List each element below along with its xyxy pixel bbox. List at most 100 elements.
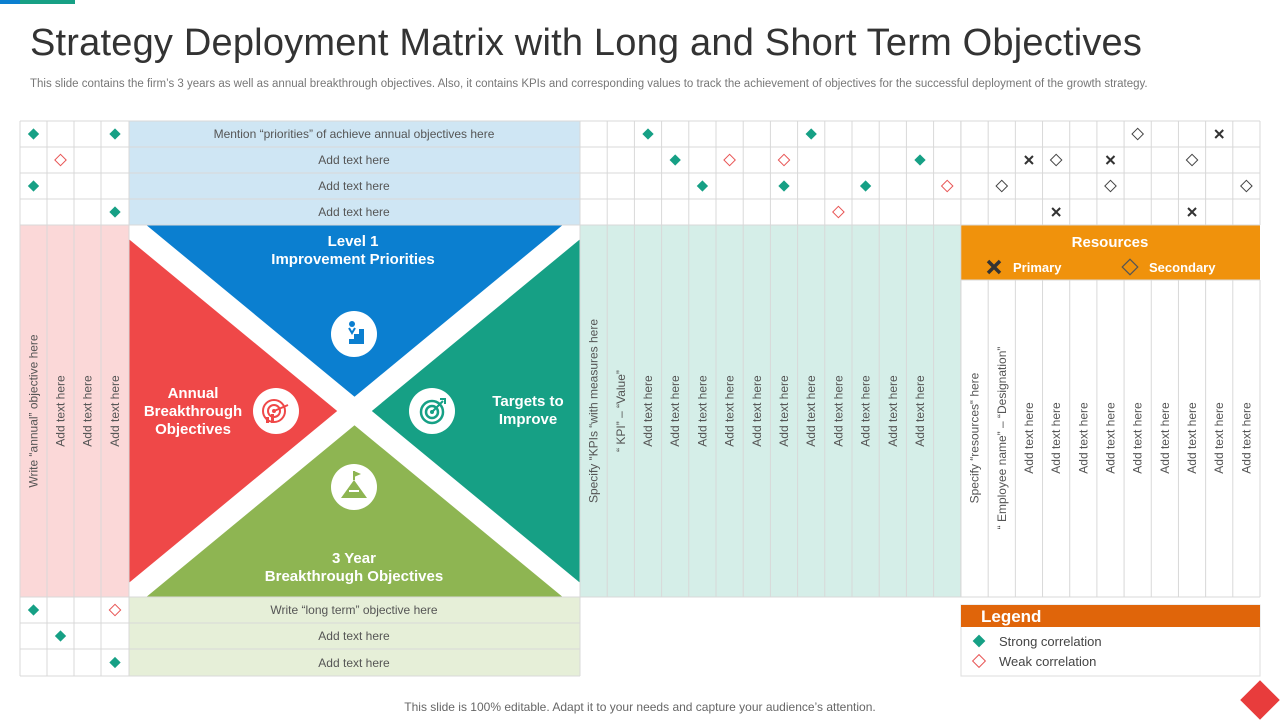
long-term-row-text: Add text here bbox=[318, 629, 390, 643]
annual-column-labels: Write “annual” objective here Add text he… bbox=[27, 334, 123, 488]
resource-column-label: Add text here bbox=[1131, 402, 1145, 474]
svg-text:Targets to: Targets to bbox=[492, 393, 563, 410]
footer-note: This slide is 100% editable. Adapt it to… bbox=[404, 700, 876, 714]
secondary-resource-mark bbox=[1104, 179, 1117, 193]
stairs-goal-icon bbox=[331, 311, 377, 357]
primary-resource-mark bbox=[1051, 207, 1061, 217]
resource-column-label: Add text here bbox=[1185, 402, 1199, 474]
legend-header bbox=[961, 605, 1260, 627]
central-x-matrix bbox=[129, 225, 580, 597]
secondary-resource-mark bbox=[995, 179, 1009, 193]
strong-correlation-mark bbox=[914, 154, 926, 166]
weak-correlation-mark bbox=[777, 153, 791, 167]
resource-column-label: Add text here bbox=[1022, 402, 1036, 474]
priority-row-text: Add text here bbox=[318, 179, 390, 193]
primary-resource-mark bbox=[1105, 155, 1116, 165]
weak-correlation-mark bbox=[54, 153, 67, 167]
svg-text:Level 1: Level 1 bbox=[328, 233, 379, 250]
panel-label-bottom: 3 Year Breakthrough Objectives bbox=[265, 550, 443, 585]
panel-label-right: Targets to Improve bbox=[492, 393, 563, 428]
kpi-column-label: Add text here bbox=[695, 375, 709, 447]
svg-text:Improvement Priorities: Improvement Priorities bbox=[271, 251, 434, 268]
top-accent-bar-blue bbox=[0, 0, 20, 4]
page-title: Strategy Deployment Matrix with Long and… bbox=[30, 22, 1143, 64]
resource-column-label: Add text here bbox=[1239, 402, 1253, 474]
weak-correlation-mark bbox=[832, 205, 845, 219]
strong-correlation-mark bbox=[805, 128, 817, 140]
resource-column-label: Add text here bbox=[1103, 402, 1117, 474]
kpi-column-label: Add text here bbox=[723, 375, 737, 447]
target-chart-icon bbox=[253, 388, 299, 434]
priority-row-text: Add text here bbox=[318, 205, 390, 219]
svg-text:Annual: Annual bbox=[168, 385, 219, 402]
legend-weak-label: Weak correlation bbox=[999, 654, 1096, 669]
long-term-rows: Write “long term” objective here Add tex… bbox=[270, 603, 438, 670]
top-accent-bar-green bbox=[20, 0, 75, 4]
svg-text:Improve: Improve bbox=[499, 411, 557, 428]
secondary-diamond-icon bbox=[1121, 258, 1139, 276]
resources-header bbox=[961, 225, 1260, 280]
weak-correlation-mark bbox=[723, 153, 736, 167]
secondary-resource-mark bbox=[1240, 179, 1253, 193]
long-term-row-text: Add text here bbox=[318, 656, 390, 670]
kpi-column-label: Add text here bbox=[886, 375, 900, 447]
priorities-rows: Mention “priorities” of achieve annual o… bbox=[214, 127, 495, 219]
resource-column-label: Add text here bbox=[1158, 402, 1172, 474]
resource-column-label: Add text here bbox=[1049, 402, 1063, 474]
weak-diamond-icon bbox=[971, 653, 987, 669]
panel-label-left: Annual Breakthrough Objectives bbox=[144, 385, 242, 438]
primary-resource-mark bbox=[1187, 207, 1197, 217]
secondary-label: Secondary bbox=[1149, 260, 1216, 275]
strong-correlation-mark bbox=[27, 180, 40, 192]
legend-title: Legend bbox=[981, 607, 1041, 626]
secondary-resource-mark bbox=[1185, 153, 1199, 167]
weak-correlation-mark bbox=[940, 179, 954, 193]
priority-row-text: Add text here bbox=[318, 153, 390, 167]
kpi-column-labels: Specify “KPIs “with measures here “ KPI” … bbox=[587, 319, 927, 503]
kpi-column-label: Add text here bbox=[859, 375, 873, 447]
kpi-column-label: “ KPI” – “Value” bbox=[614, 370, 628, 452]
target-icon bbox=[409, 388, 455, 434]
primary-cross-icon bbox=[986, 259, 1002, 275]
panel-label-top: Level 1 Improvement Priorities bbox=[271, 233, 434, 268]
annual-column-label: Add text here bbox=[54, 375, 68, 447]
long-term-background bbox=[129, 597, 580, 676]
kpi-column-label: Add text here bbox=[913, 375, 927, 447]
priority-row-text: Mention “priorities” of achieve annual o… bbox=[214, 127, 495, 141]
targets-triangle bbox=[354, 225, 580, 597]
strong-correlation-mark bbox=[54, 630, 67, 642]
strong-correlation-mark bbox=[27, 604, 40, 616]
svg-text:3 Year: 3 Year bbox=[332, 550, 376, 567]
kpi-column-label: Add text here bbox=[804, 375, 818, 447]
resource-column-label: Specify “resources“ here bbox=[968, 372, 982, 503]
resource-column-label: Add text here bbox=[1076, 402, 1090, 474]
annual-column-label: Add text here bbox=[108, 375, 122, 447]
strong-correlation-mark bbox=[109, 206, 121, 218]
strong-correlation-mark bbox=[109, 128, 121, 140]
primary-resource-mark bbox=[1214, 129, 1224, 139]
svg-text:Breakthrough: Breakthrough bbox=[144, 403, 242, 420]
kpi-column-label: Add text here bbox=[750, 375, 764, 447]
strong-correlation-mark bbox=[778, 180, 790, 192]
annual-triangle bbox=[129, 225, 355, 597]
resource-column-labels: Specify “resources“ here “ Employee name”… bbox=[968, 347, 1254, 530]
long-term-row-text: Write “long term” objective here bbox=[270, 603, 438, 617]
primary-label: Primary bbox=[1013, 260, 1062, 275]
annual-column-label: Add text here bbox=[81, 375, 95, 447]
secondary-resource-mark bbox=[1049, 153, 1063, 167]
strong-correlation-mark bbox=[109, 656, 121, 669]
svg-text:Objectives: Objectives bbox=[155, 421, 231, 438]
primary-resource-mark bbox=[1024, 155, 1034, 165]
strong-correlation-mark bbox=[27, 128, 40, 140]
page-subtitle: This slide contains the firm’s 3 years a… bbox=[30, 78, 1148, 90]
resource-column-label: Add text here bbox=[1212, 402, 1226, 474]
resource-column-label: “ Employee name” – “Designation” bbox=[995, 347, 1009, 530]
strong-correlation-mark bbox=[669, 154, 681, 166]
kpi-column-label: Add text here bbox=[831, 375, 845, 447]
annual-column-label: Write “annual” objective here bbox=[27, 334, 41, 488]
legend-strong-label: Strong correlation bbox=[999, 634, 1102, 649]
matrix-gridlines bbox=[19, 120, 1261, 677]
resources-title: Resources bbox=[1072, 234, 1149, 251]
mountain-flag-icon bbox=[331, 464, 377, 510]
